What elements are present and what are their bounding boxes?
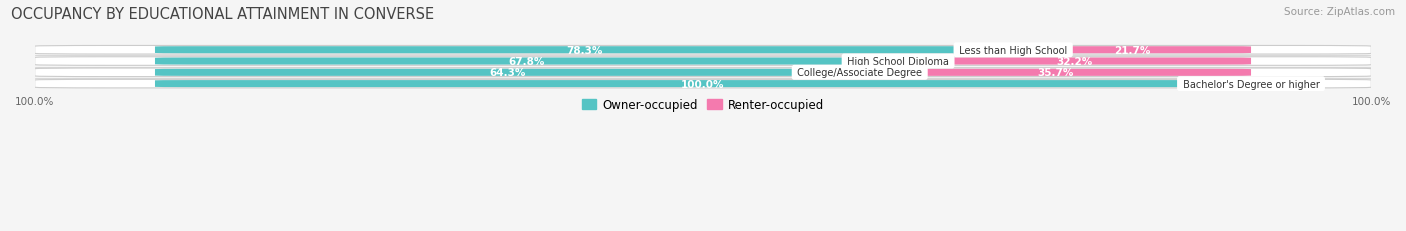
Legend: Owner-occupied, Renter-occupied: Owner-occupied, Renter-occupied (578, 94, 828, 116)
Text: 64.3%: 64.3% (489, 68, 526, 78)
Text: Source: ZipAtlas.com: Source: ZipAtlas.com (1284, 7, 1395, 17)
Text: 35.7%: 35.7% (1038, 68, 1074, 78)
FancyBboxPatch shape (155, 58, 1251, 65)
FancyBboxPatch shape (35, 58, 1371, 66)
FancyBboxPatch shape (35, 46, 1371, 55)
Text: 78.3%: 78.3% (565, 46, 602, 55)
FancyBboxPatch shape (155, 47, 1251, 54)
FancyBboxPatch shape (155, 70, 1251, 76)
FancyBboxPatch shape (155, 47, 1014, 54)
Text: High School Diploma: High School Diploma (844, 57, 952, 67)
FancyBboxPatch shape (1014, 47, 1251, 54)
FancyBboxPatch shape (898, 58, 1251, 65)
FancyBboxPatch shape (859, 70, 1251, 76)
FancyBboxPatch shape (35, 69, 1371, 77)
FancyBboxPatch shape (155, 81, 1251, 88)
FancyBboxPatch shape (35, 80, 1371, 88)
Text: 100.0%: 100.0% (682, 79, 724, 89)
Text: Bachelor's Degree or higher: Bachelor's Degree or higher (1180, 79, 1323, 89)
FancyBboxPatch shape (155, 81, 1251, 88)
Text: OCCUPANCY BY EDUCATIONAL ATTAINMENT IN CONVERSE: OCCUPANCY BY EDUCATIONAL ATTAINMENT IN C… (11, 7, 434, 22)
Text: 67.8%: 67.8% (509, 57, 544, 67)
Text: 32.2%: 32.2% (1056, 57, 1092, 67)
Text: Less than High School: Less than High School (956, 46, 1070, 55)
Text: College/Associate Degree: College/Associate Degree (794, 68, 925, 78)
FancyBboxPatch shape (155, 58, 898, 65)
Text: 21.7%: 21.7% (1114, 46, 1150, 55)
FancyBboxPatch shape (155, 70, 859, 76)
